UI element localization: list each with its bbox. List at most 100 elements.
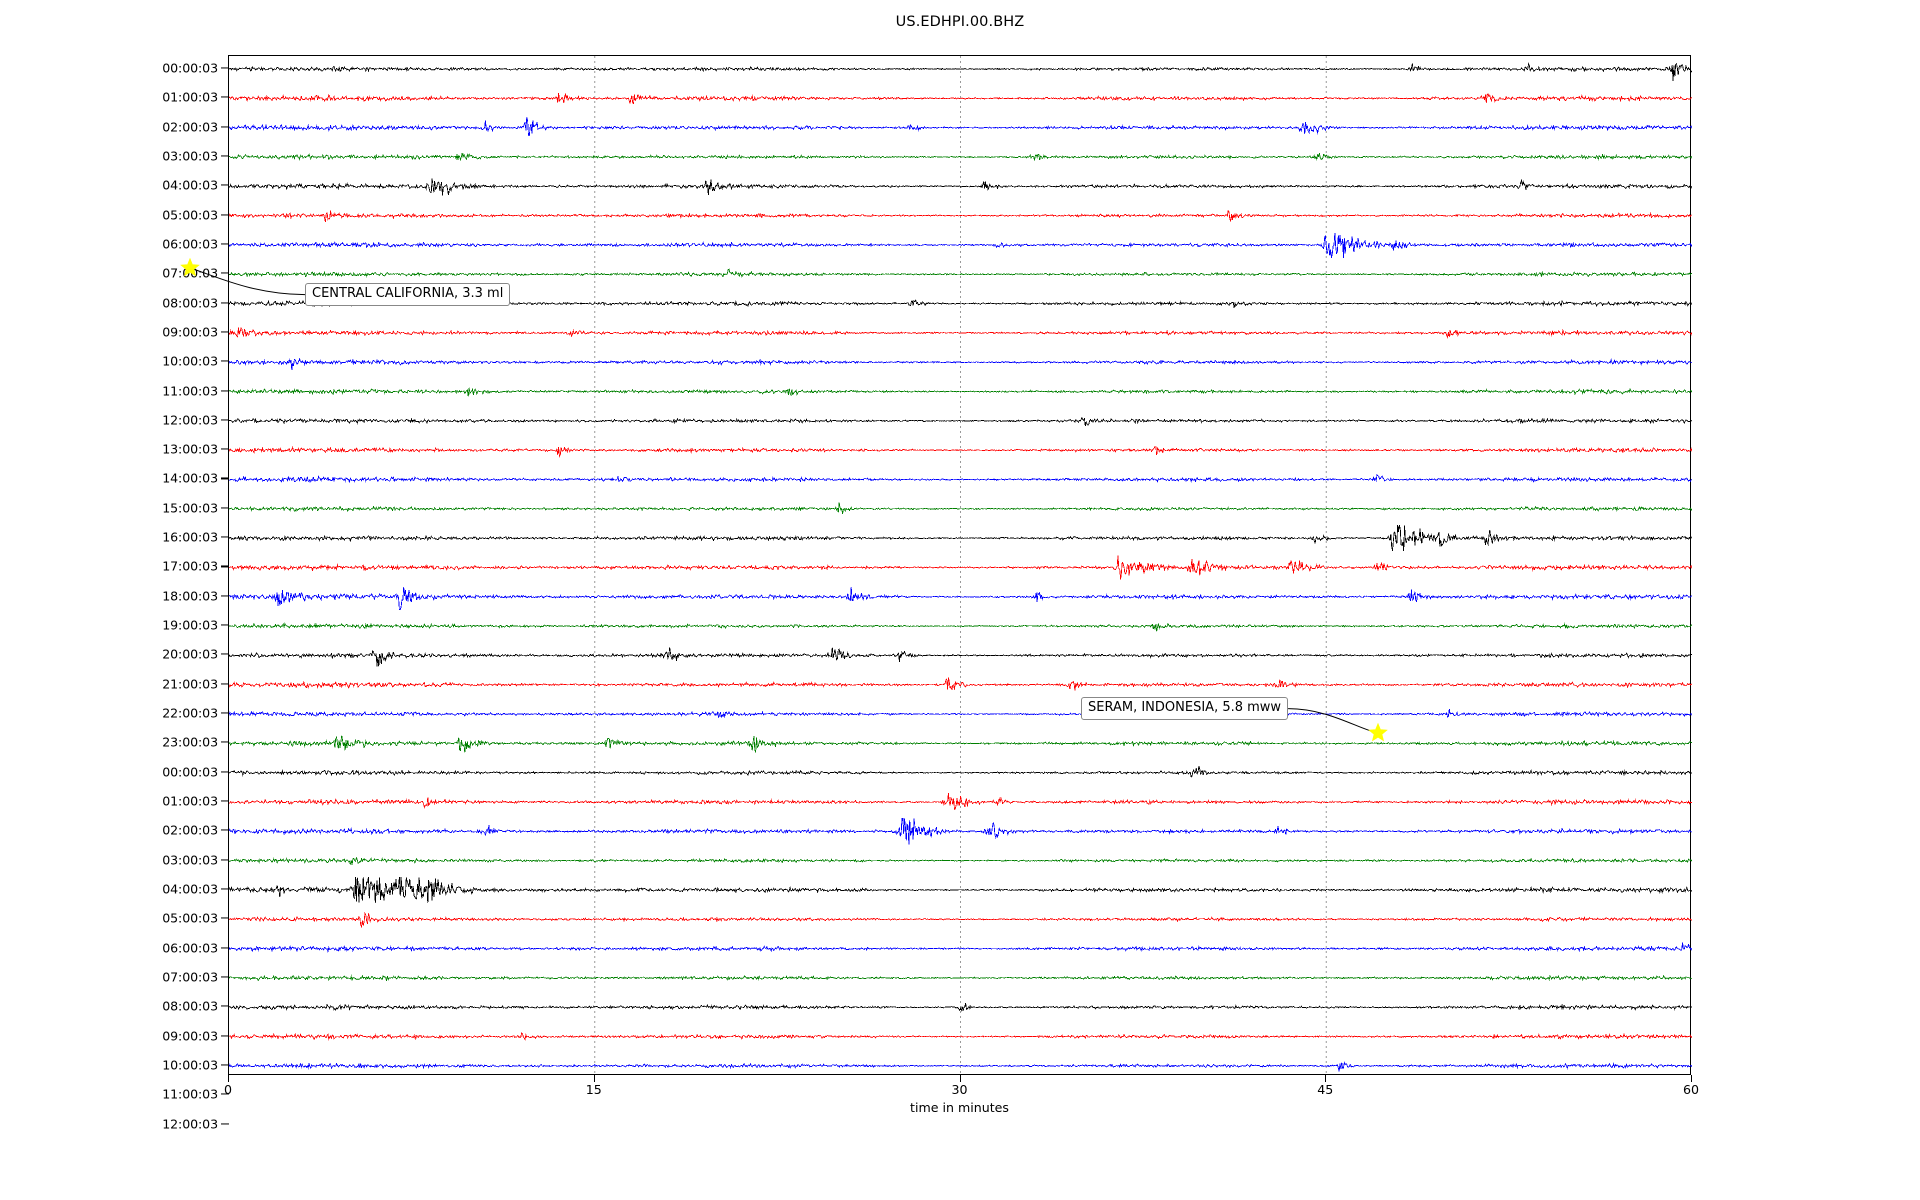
trace-line xyxy=(229,62,1692,82)
trace-line xyxy=(229,152,1692,162)
y-tick-mark xyxy=(221,272,229,274)
x-tick-label: 30 xyxy=(951,1082,968,1097)
trace-line xyxy=(229,209,1692,223)
trace-line xyxy=(229,387,1692,397)
y-tick-label: 08:00:03 xyxy=(162,295,218,311)
y-tick-mark xyxy=(221,1035,229,1037)
x-tick-mark xyxy=(593,1075,595,1082)
y-tick-label: 00:00:03 xyxy=(162,764,218,780)
trace-line xyxy=(229,876,1692,903)
trace-line xyxy=(229,708,1692,719)
y-tick-mark xyxy=(221,331,229,333)
y-tick-mark xyxy=(221,126,229,128)
x-tick-label: 60 xyxy=(1682,1082,1700,1097)
x-tick-label: 0 xyxy=(223,1082,233,1097)
trace-line xyxy=(229,525,1692,552)
y-tick-label: 12:00:03 xyxy=(162,412,218,428)
y-tick-mark xyxy=(221,1093,229,1095)
trace-line xyxy=(229,473,1692,484)
trace-line xyxy=(229,817,1692,845)
y-tick-mark xyxy=(221,712,229,714)
y-tick-mark xyxy=(221,653,229,655)
trace-line xyxy=(229,766,1692,778)
y-tick-mark xyxy=(221,155,229,157)
y-tick-label: 06:00:03 xyxy=(162,940,218,956)
y-tick-mark xyxy=(221,947,229,949)
y-tick-mark xyxy=(221,683,229,685)
y-tick-label: 01:00:03 xyxy=(162,793,218,809)
trace-line xyxy=(229,735,1692,753)
y-tick-mark xyxy=(221,888,229,890)
y-tick-label: 09:00:03 xyxy=(162,324,218,340)
y-tick-mark xyxy=(221,536,229,538)
x-tick-label: 45 xyxy=(1317,1082,1334,1097)
y-tick-label: 16:00:03 xyxy=(162,529,218,545)
trace-line xyxy=(229,647,1692,667)
y-tick-label: 19:00:03 xyxy=(162,617,218,633)
trace-line xyxy=(229,942,1692,954)
y-tick-label: 22:00:03 xyxy=(162,705,218,721)
y-tick-label: 01:00:03 xyxy=(162,89,218,105)
y-tick-mark xyxy=(221,419,229,421)
y-tick-mark xyxy=(221,595,229,597)
y-tick-label: 06:00:03 xyxy=(162,236,218,252)
y-tick-label: 18:00:03 xyxy=(162,588,218,604)
trace-line xyxy=(229,622,1692,632)
y-tick-label: 21:00:03 xyxy=(162,676,218,692)
y-tick-label: 07:00:03 xyxy=(162,265,218,281)
y-tick-label: 05:00:03 xyxy=(162,207,218,223)
y-tick-mark xyxy=(221,507,229,509)
y-tick-label: 04:00:03 xyxy=(162,177,218,193)
y-tick-label: 17:00:03 xyxy=(162,558,218,574)
y-tick-mark xyxy=(221,771,229,773)
trace-line xyxy=(229,92,1692,105)
y-tick-label: 12:00:03 xyxy=(162,1116,218,1132)
y-tick-mark xyxy=(221,976,229,978)
trace-line xyxy=(229,117,1692,137)
y-tick-mark xyxy=(221,917,229,919)
y-tick-mark xyxy=(221,67,229,69)
trace-line xyxy=(229,677,1692,691)
y-tick-mark xyxy=(221,1064,229,1066)
trace-line xyxy=(229,1061,1692,1072)
y-tick-label: 23:00:03 xyxy=(162,734,218,750)
trace-line xyxy=(229,856,1692,866)
y-tick-label: 13:00:03 xyxy=(162,441,218,457)
trace-line xyxy=(229,502,1692,514)
y-tick-mark xyxy=(221,389,229,392)
y-tick-mark xyxy=(221,624,229,626)
trace-line xyxy=(229,268,1692,278)
y-tick-label: 11:00:03 xyxy=(162,383,218,399)
y-tick-mark xyxy=(221,477,229,480)
trace-line xyxy=(229,327,1692,339)
y-tick-mark xyxy=(221,214,229,216)
y-tick-mark xyxy=(221,1122,229,1125)
trace-line xyxy=(229,974,1692,982)
y-tick-label: 02:00:03 xyxy=(162,822,218,838)
trace-line xyxy=(229,446,1692,458)
y-tick-label: 03:00:03 xyxy=(162,852,218,868)
y-tick-mark xyxy=(221,800,229,802)
trace-line xyxy=(229,586,1692,611)
y-tick-label: 03:00:03 xyxy=(162,148,218,164)
y-tick-label: 10:00:03 xyxy=(162,1057,218,1073)
y-tick-mark xyxy=(221,741,229,743)
y-tick-label: 15:00:03 xyxy=(162,500,218,516)
trace-line xyxy=(229,416,1692,427)
y-tick-label: 07:00:03 xyxy=(162,969,218,985)
x-tick-mark xyxy=(1691,1075,1693,1082)
page-title: US.EDHPI.00.BHZ xyxy=(895,14,1025,30)
x-tick-mark xyxy=(228,1075,230,1082)
y-tick-label: 05:00:03 xyxy=(162,910,218,926)
y-tick-mark xyxy=(221,302,229,304)
y-tick-mark xyxy=(221,243,229,245)
trace-line xyxy=(229,178,1692,196)
x-axis-label: time in minutes xyxy=(910,1100,1009,1115)
y-tick-label: 09:00:03 xyxy=(162,1028,218,1044)
trace-line xyxy=(229,555,1692,580)
y-tick-mark xyxy=(221,859,229,861)
x-tick-mark xyxy=(1325,1075,1327,1082)
trace-line xyxy=(229,357,1692,370)
y-tick-label: 20:00:03 xyxy=(162,646,218,662)
